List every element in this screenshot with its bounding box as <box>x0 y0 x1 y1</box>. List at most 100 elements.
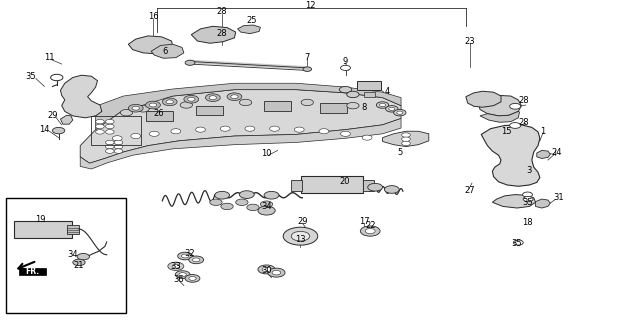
Circle shape <box>389 107 395 110</box>
Circle shape <box>184 95 199 103</box>
Text: 15: 15 <box>500 127 511 136</box>
Circle shape <box>172 264 180 268</box>
Circle shape <box>347 102 359 109</box>
Circle shape <box>227 93 242 100</box>
Circle shape <box>341 65 350 70</box>
Text: 20: 20 <box>339 177 350 186</box>
Polygon shape <box>151 44 184 58</box>
Circle shape <box>220 126 230 131</box>
Polygon shape <box>480 111 520 122</box>
Circle shape <box>106 119 114 124</box>
Circle shape <box>106 124 114 129</box>
Circle shape <box>301 99 313 106</box>
Polygon shape <box>481 125 540 186</box>
Circle shape <box>106 130 114 134</box>
Text: 1: 1 <box>540 127 545 136</box>
Circle shape <box>215 191 230 199</box>
Circle shape <box>52 127 65 134</box>
Bar <box>264 101 291 111</box>
Text: 17: 17 <box>358 217 370 226</box>
Circle shape <box>239 99 252 106</box>
Circle shape <box>106 144 114 149</box>
Circle shape <box>221 203 233 210</box>
Text: 35: 35 <box>522 198 533 207</box>
Polygon shape <box>128 36 173 54</box>
Text: 35: 35 <box>511 239 523 248</box>
Circle shape <box>379 103 386 107</box>
Bar <box>301 176 363 193</box>
Text: 33: 33 <box>170 262 181 271</box>
Text: 23: 23 <box>465 37 476 46</box>
Circle shape <box>239 191 254 198</box>
Text: 6: 6 <box>163 47 168 56</box>
Polygon shape <box>466 91 501 107</box>
Text: 9: 9 <box>343 57 348 66</box>
Circle shape <box>120 109 133 116</box>
Circle shape <box>166 100 173 104</box>
Circle shape <box>510 103 521 109</box>
Circle shape <box>365 228 375 234</box>
Text: 34: 34 <box>261 202 272 211</box>
Text: 8: 8 <box>362 103 366 112</box>
Circle shape <box>523 192 532 197</box>
Circle shape <box>131 133 141 139</box>
Polygon shape <box>80 118 401 169</box>
Text: 30: 30 <box>261 266 272 275</box>
Circle shape <box>402 133 410 137</box>
Circle shape <box>77 253 89 260</box>
Bar <box>19 268 46 275</box>
Text: 36: 36 <box>173 275 184 284</box>
Circle shape <box>196 127 205 132</box>
Text: 29: 29 <box>47 111 58 120</box>
Polygon shape <box>60 115 73 124</box>
Circle shape <box>513 240 523 245</box>
Circle shape <box>51 74 63 81</box>
Polygon shape <box>383 131 429 147</box>
Circle shape <box>209 96 217 100</box>
Text: 28: 28 <box>217 29 228 38</box>
Circle shape <box>149 103 157 107</box>
Bar <box>146 111 173 121</box>
Polygon shape <box>96 83 401 130</box>
Circle shape <box>132 106 139 110</box>
Text: 27: 27 <box>465 186 476 195</box>
Text: 22: 22 <box>365 221 376 230</box>
Circle shape <box>360 226 380 236</box>
Circle shape <box>171 129 181 134</box>
Circle shape <box>149 131 159 136</box>
Circle shape <box>189 276 196 280</box>
Text: 28: 28 <box>518 118 529 127</box>
Circle shape <box>185 275 200 282</box>
Text: 3: 3 <box>527 166 532 175</box>
Text: 14: 14 <box>39 125 50 134</box>
Text: 4: 4 <box>385 87 390 96</box>
Circle shape <box>262 267 271 272</box>
Bar <box>196 106 223 115</box>
Circle shape <box>114 144 123 149</box>
Text: 28: 28 <box>217 7 228 16</box>
Circle shape <box>162 98 177 106</box>
Circle shape <box>272 270 281 275</box>
Circle shape <box>247 204 259 211</box>
Circle shape <box>376 102 389 108</box>
Polygon shape <box>191 26 236 43</box>
Text: 31: 31 <box>553 193 564 202</box>
Circle shape <box>96 130 104 134</box>
Text: 29: 29 <box>297 217 308 226</box>
Polygon shape <box>478 95 521 116</box>
Circle shape <box>260 201 273 207</box>
Circle shape <box>96 124 104 129</box>
Text: 7: 7 <box>305 53 310 62</box>
Circle shape <box>189 256 204 264</box>
Circle shape <box>347 91 359 98</box>
Circle shape <box>339 86 352 93</box>
Circle shape <box>510 123 521 128</box>
Text: 26: 26 <box>154 109 165 118</box>
Circle shape <box>193 258 200 262</box>
Circle shape <box>175 271 190 278</box>
Bar <box>67 225 79 234</box>
Circle shape <box>523 196 533 202</box>
Polygon shape <box>492 195 536 208</box>
Text: 34: 34 <box>67 250 78 259</box>
Circle shape <box>386 106 398 112</box>
